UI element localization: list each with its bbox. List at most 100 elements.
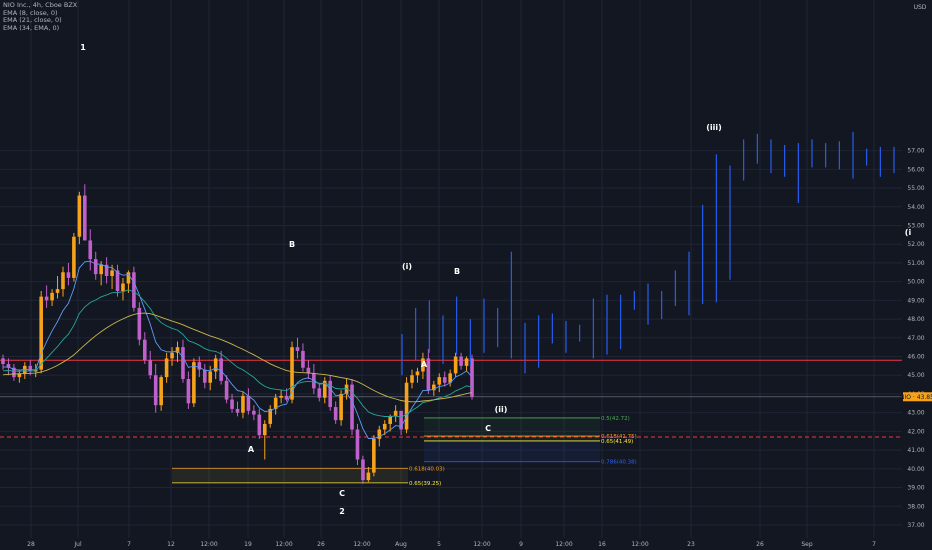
y-tick-label: 54.00 (907, 204, 924, 211)
x-tick-label: 26 (317, 541, 325, 548)
candle-body (377, 429, 382, 439)
wave-label: (iii) (706, 123, 722, 132)
legend-ema34: EMA (34, EMA, 0) (3, 23, 60, 32)
x-tick-label: 12:00 (473, 541, 490, 548)
x-tick-label: Aug (395, 541, 407, 548)
wave-label: (ii) (495, 405, 508, 414)
x-tick-label: 7 (872, 541, 876, 548)
candle-body (39, 296, 43, 370)
candle-body (448, 373, 452, 383)
x-tick-label: 7 (127, 541, 131, 548)
candle-body (301, 350, 305, 368)
wave-label: C (339, 489, 345, 498)
legend-title: NIO Inc., 4h, Cboe BZX (3, 1, 78, 9)
x-tick-label: 23 (687, 541, 695, 548)
candle-body (404, 382, 409, 430)
candle-body (230, 399, 234, 409)
ema-34-line (2, 312, 473, 403)
wave-label: B (289, 240, 295, 249)
candle-body (88, 240, 93, 260)
candle-body (28, 365, 33, 372)
candle-body (453, 356, 458, 374)
candle-body (202, 369, 207, 383)
candle-body (148, 360, 153, 376)
candle-body (175, 347, 180, 353)
wave-label: A (248, 445, 255, 454)
candle-body (110, 270, 114, 277)
candle-body (44, 296, 49, 301)
y-tick-label: 46.00 (907, 354, 924, 361)
wave-label: A (421, 360, 428, 369)
candle-body (415, 371, 420, 376)
wave-label: 1 (80, 43, 86, 52)
candle-body (442, 377, 447, 383)
candle-body (312, 373, 316, 389)
y-tick-label: 41.00 (907, 447, 924, 454)
x-tick-label: 26 (756, 541, 764, 548)
ema-8-line (2, 260, 473, 439)
candle-body (213, 358, 218, 372)
candle-body (93, 259, 98, 275)
candle-body (262, 423, 267, 436)
wave-label: (i (905, 228, 912, 237)
x-tick-label: 28 (27, 541, 35, 548)
x-tick-label: 12:00 (200, 541, 217, 548)
candle-body (470, 358, 474, 397)
candle-body (208, 371, 213, 383)
candle-body (164, 358, 169, 378)
candle-body (241, 395, 245, 413)
candle-body (83, 195, 87, 241)
wave-label: B (454, 267, 460, 276)
candle-body (284, 395, 289, 400)
candle-body (328, 380, 333, 408)
candle-body (99, 264, 103, 275)
y-tick-label: 56.00 (907, 166, 924, 173)
x-tick-label: 12:00 (555, 541, 572, 548)
y-tick-label: 53.00 (907, 222, 924, 229)
candle-body (159, 377, 163, 406)
candle-body (459, 356, 463, 366)
candle-body (61, 272, 65, 290)
candle-body (366, 472, 371, 481)
candle-body (393, 410, 398, 417)
x-tick-label: 19 (244, 541, 252, 548)
candle-body (235, 408, 240, 413)
candle-body (399, 410, 403, 430)
chart-legend: NIO Inc., 4h, Cboe BZX EMA (8, close, 0)… (3, 1, 78, 32)
candle-body (464, 358, 469, 366)
candle-body (77, 195, 82, 237)
y-tick-label: 48.00 (907, 316, 924, 323)
candle-body (295, 347, 300, 351)
price-tag-box (903, 392, 932, 402)
candle-body (432, 384, 436, 391)
candle-body (50, 292, 54, 301)
currency-label: USD (914, 4, 927, 11)
price-tag-label: NIO · 43.85 (900, 394, 932, 401)
fib-zone-3 (424, 440, 600, 462)
y-tick-label: 51.00 (907, 260, 924, 267)
candle-body (192, 362, 196, 404)
candle-body (317, 388, 322, 398)
y-tick-label: 50.00 (907, 279, 924, 286)
candle-body (426, 358, 431, 391)
candle-body (252, 410, 256, 415)
candle-body (224, 380, 229, 400)
candle-body (339, 393, 343, 421)
candle-body (246, 395, 251, 411)
fib-zone-2 (424, 417, 600, 441)
fib-label: 0.786(40.38) (601, 460, 637, 466)
y-tick-label: 45.00 (907, 372, 924, 379)
candle-body (1, 358, 5, 365)
y-tick-label: 40.00 (907, 466, 924, 473)
candle-body (344, 384, 349, 394)
candle-body (126, 272, 131, 284)
candle-body (290, 347, 294, 400)
wave-label: 2 (339, 507, 345, 516)
candle-body (121, 283, 125, 291)
y-tick-label: 57.00 (907, 148, 924, 155)
candle-body (12, 367, 16, 378)
x-tick-label: 16 (598, 541, 606, 548)
wave-label: C (485, 424, 491, 433)
y-tick-label: 55.00 (907, 185, 924, 192)
